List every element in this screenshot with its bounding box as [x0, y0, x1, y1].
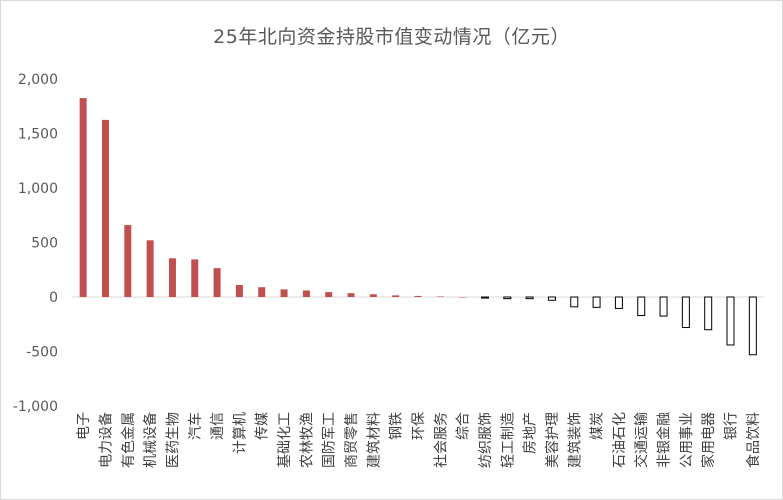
- category-label: 国防军工: [322, 412, 338, 468]
- category-label: 交通运输: [633, 412, 650, 468]
- bar-电子: [79, 98, 87, 297]
- category-label: 环保: [411, 412, 427, 440]
- bar-电力设备: [101, 119, 109, 297]
- category-label: 计算机: [232, 412, 248, 454]
- bar-石油石化: [614, 296, 623, 309]
- category-label: 纺织服饰: [478, 412, 494, 468]
- category-label: 房地产: [523, 412, 539, 454]
- category-label: 轻工制造: [500, 412, 516, 468]
- bar-商贸零售: [347, 293, 355, 297]
- category-label: 有色金属: [120, 412, 137, 468]
- bar-美容护理: [547, 296, 556, 301]
- bar-交通运输: [637, 296, 646, 317]
- bar-房地产: [525, 296, 534, 300]
- y-tick-label: 1,500: [18, 127, 58, 143]
- bar-银行: [726, 296, 735, 346]
- bar-有色金属: [124, 225, 132, 297]
- category-label: 非银金融: [657, 412, 673, 468]
- bar-建筑材料: [369, 294, 377, 297]
- bar-轻工制造: [503, 296, 512, 300]
- category-label: 通信: [210, 412, 226, 440]
- category-label: 汽车: [187, 412, 204, 440]
- category-label: 电子: [76, 412, 92, 440]
- category-label: 建筑装饰: [567, 412, 583, 468]
- bar-传媒: [258, 287, 266, 297]
- category-label: 电力设备: [97, 412, 114, 468]
- bar-钢铁: [392, 295, 400, 297]
- category-labels: 电子 电力设备 有色金属 机械设备 医药生物 汽车 通信 计算机 传媒 基础化工 农林牧渔 国防军工商…: [76, 412, 762, 468]
- category-label: 公用事业: [679, 412, 695, 468]
- y-tick-label: -1,000: [13, 399, 58, 415]
- y-tick-label: 1,000: [18, 181, 58, 197]
- category-label: 医药生物: [165, 412, 181, 468]
- category-label: 社会服务: [433, 412, 449, 468]
- y-axis-tick-labels: 2,000 1,500 1,000 500 0 -500 -1,000: [13, 72, 58, 415]
- category-label: 农林牧渔: [299, 412, 315, 468]
- bar-汽车: [191, 259, 199, 297]
- category-label: 食品饮料: [745, 412, 762, 468]
- y-tick-label: -500: [26, 345, 58, 361]
- y-tick-label: 2,000: [18, 72, 58, 88]
- bar-计算机: [235, 285, 243, 297]
- bar-通信: [213, 268, 221, 297]
- bar-环保: [414, 295, 422, 297]
- category-label: 银行: [724, 412, 740, 440]
- category-label: 机械设备: [142, 412, 159, 468]
- category-label: 钢铁: [389, 412, 405, 440]
- bar-纺织服饰: [480, 296, 489, 299]
- bar-家用电器: [704, 296, 713, 331]
- category-label: 煤炭: [590, 412, 606, 440]
- bar-综合: [459, 297, 467, 298]
- bar-煤炭: [592, 296, 601, 308]
- bar-公用事业: [681, 296, 690, 329]
- bar-非银金融: [659, 296, 668, 317]
- category-label: 石油石化: [612, 412, 628, 468]
- category-label: 美容护理: [544, 412, 561, 468]
- bar-食品饮料: [748, 296, 757, 356]
- bar-机械设备: [146, 240, 154, 297]
- bar-医药生物: [168, 258, 176, 297]
- category-label: 建筑材料: [366, 412, 382, 468]
- category-label: 综合: [456, 412, 472, 440]
- category-label: 基础化工: [276, 412, 293, 468]
- category-label: 家用电器: [700, 412, 717, 468]
- bar-基础化工: [280, 289, 288, 297]
- category-label: 商贸零售: [344, 412, 360, 468]
- bar-农林牧渔: [302, 290, 310, 297]
- bar-国防军工: [325, 292, 333, 297]
- bar-建筑装饰: [570, 296, 579, 308]
- y-tick-label: 500: [31, 236, 58, 252]
- bar-社会服务: [436, 296, 444, 297]
- category-label: 传媒: [255, 412, 271, 440]
- chart-title: 25年北向资金持股市值变动情况（亿元）: [213, 26, 570, 48]
- bars: [79, 98, 757, 356]
- y-tick-label: 0: [49, 290, 58, 306]
